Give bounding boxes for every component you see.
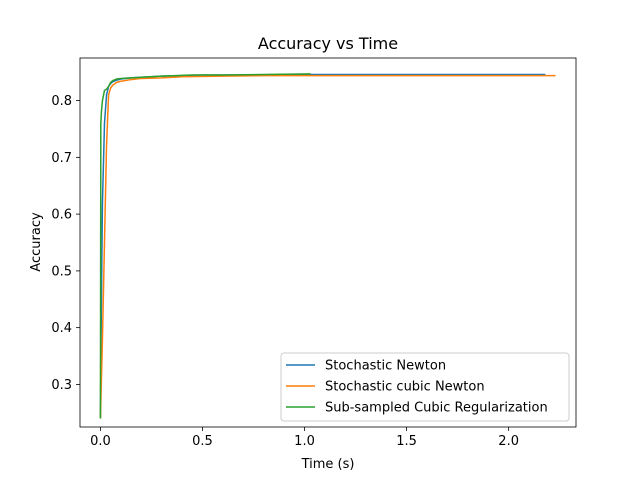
axes: 0.0 0.5 1.0 1.5 2.0 0.3 0.4 0.5 0.6 0.7 0.8	[51, 57, 577, 449]
legend-label-3: Sub-sampled Cubic Regularization	[325, 401, 548, 416]
y-tick-label: 0.5	[51, 264, 72, 279]
x-tick-label: 1.5	[396, 434, 417, 449]
x-axis-label: Time (s)	[301, 457, 355, 472]
y-axis-label: Accuracy	[29, 212, 44, 272]
x-tick-label: 0.5	[192, 434, 213, 449]
x-tick-label: 1.0	[294, 434, 315, 449]
x-tick-label: 0.0	[90, 434, 111, 449]
y-tick-label: 0.6	[51, 208, 72, 223]
y-tick-label: 0.8	[51, 94, 72, 109]
y-tick-label: 0.4	[51, 321, 72, 336]
legend-label-1: Stochastic Newton	[325, 359, 446, 374]
series-line-2	[99, 74, 556, 419]
axes-frame	[79, 57, 577, 428]
x-tick-label: 2.0	[498, 434, 519, 449]
plot-area	[99, 73, 556, 419]
series-line-3	[99, 73, 311, 419]
legend-box	[280, 352, 570, 422]
chart-title: Accuracy vs Time	[258, 34, 398, 53]
y-tick-label: 0.7	[51, 151, 72, 166]
y-tick-label: 0.3	[51, 378, 72, 393]
legend-label-2: Stochastic cubic Newton	[325, 380, 485, 395]
legend: Stochastic Newton Stochastic cubic Newton…	[280, 352, 570, 422]
